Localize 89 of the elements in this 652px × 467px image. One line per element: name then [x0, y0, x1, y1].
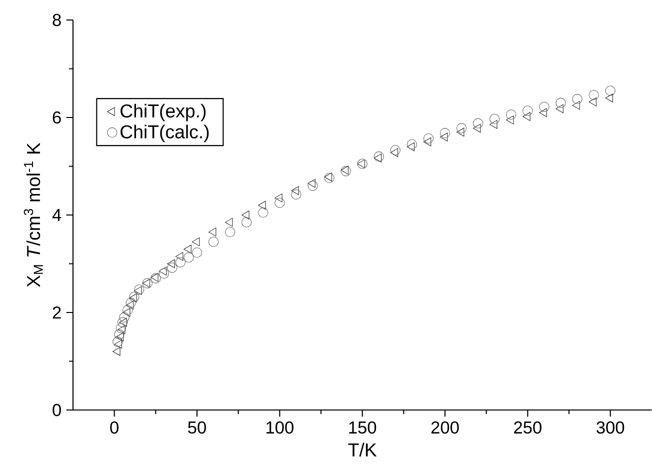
point	[175, 257, 186, 268]
x-tick-label: 100	[266, 421, 294, 434]
point	[440, 128, 450, 138]
x-tick-label: 0	[110, 421, 118, 434]
point	[192, 237, 200, 246]
point	[167, 259, 175, 268]
legend-label: ChiT(exp.)	[120, 104, 206, 122]
point	[274, 194, 282, 202]
point	[605, 86, 616, 96]
x-tick-label: 150	[349, 421, 376, 434]
point	[225, 226, 236, 238]
legend-label: ChiT(calc.)	[120, 124, 209, 142]
point	[129, 292, 140, 302]
point	[308, 180, 318, 191]
point	[225, 218, 233, 227]
point	[158, 268, 170, 279]
point	[605, 94, 614, 102]
point	[134, 284, 144, 295]
point	[126, 298, 136, 308]
point	[119, 312, 130, 322]
point	[116, 332, 124, 342]
point	[473, 124, 481, 133]
point	[150, 272, 158, 282]
point	[406, 139, 418, 150]
point	[122, 308, 130, 317]
point	[129, 293, 137, 302]
x-axis-title: T/K	[348, 442, 377, 457]
point	[192, 247, 202, 258]
y-tick-label: 8	[52, 14, 61, 26]
point	[126, 300, 134, 310]
point	[184, 244, 192, 254]
point	[539, 108, 547, 118]
point	[572, 100, 580, 110]
x-tick-label: 50	[188, 421, 206, 434]
point	[324, 172, 334, 184]
point	[556, 98, 566, 108]
point	[572, 94, 582, 104]
point	[423, 137, 432, 146]
point	[473, 118, 484, 128]
point	[539, 102, 550, 112]
y-tick-label: 2	[52, 306, 61, 319]
point	[588, 90, 599, 100]
point	[374, 154, 382, 162]
point	[175, 252, 184, 261]
point	[291, 186, 299, 196]
point	[340, 166, 348, 175]
point	[134, 286, 142, 295]
point	[406, 142, 415, 152]
point	[208, 236, 219, 247]
y-axis-title: X$_{M}$ T/cm$^{3}$ mol$^{-1}$ K	[24, 142, 43, 288]
point	[522, 112, 530, 121]
point	[440, 132, 448, 142]
y-tick-label: 4	[52, 209, 62, 221]
point	[291, 189, 302, 200]
y-tick-label: 6	[52, 111, 61, 124]
point	[150, 273, 161, 284]
point	[308, 178, 316, 188]
point	[588, 97, 596, 106]
x-tick-label: 300	[596, 421, 624, 434]
point	[506, 116, 514, 124]
point	[112, 336, 123, 347]
point	[456, 123, 467, 134]
point	[490, 120, 498, 129]
point	[167, 262, 178, 273]
point	[258, 200, 266, 210]
point	[274, 198, 285, 208]
point	[522, 106, 533, 116]
point	[114, 340, 122, 349]
point	[112, 347, 120, 356]
point	[390, 145, 400, 156]
point	[122, 304, 133, 316]
point	[506, 110, 516, 120]
x-tick-label: 250	[514, 421, 542, 434]
point	[456, 128, 464, 137]
point	[258, 207, 268, 218]
point	[340, 166, 351, 176]
point	[114, 329, 124, 340]
point	[324, 172, 332, 182]
point	[242, 217, 252, 228]
x-tick-label: 200	[431, 421, 459, 434]
point	[208, 228, 216, 236]
point	[423, 133, 434, 144]
point	[390, 148, 398, 158]
point	[242, 210, 250, 220]
y-tick-label: 0	[52, 404, 61, 416]
point	[490, 114, 500, 124]
point	[184, 252, 194, 262]
point	[556, 104, 564, 114]
point	[158, 266, 167, 276]
